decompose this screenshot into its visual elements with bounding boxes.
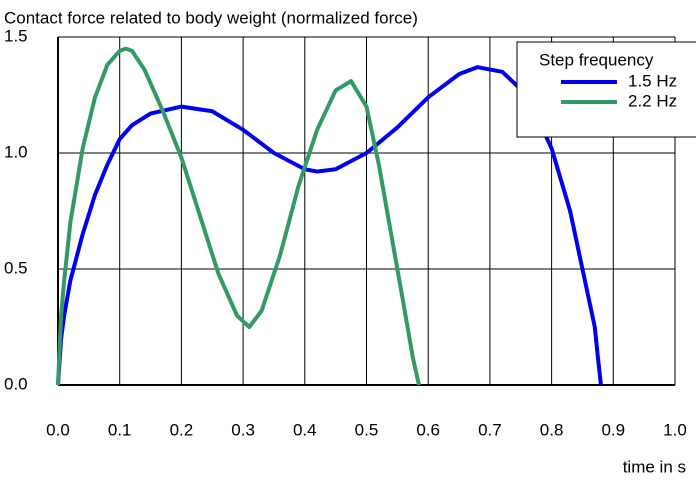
x-tick-label: 0.8 [540, 420, 564, 439]
chart-title: Contact force related to body weight (no… [4, 8, 418, 27]
x-tick-label: 0.3 [231, 420, 255, 439]
legend-title: Step frequency [539, 50, 654, 69]
x-tick-label: 0.2 [170, 420, 194, 439]
x-tick-label: 0.7 [478, 420, 502, 439]
x-tick-label: 0.4 [293, 420, 317, 439]
x-tick-label: 0.6 [416, 420, 440, 439]
x-tick-label: 1.0 [663, 420, 687, 439]
y-tick-label: 0.5 [4, 258, 28, 277]
x-axis-label: time in s [623, 457, 686, 476]
x-tick-label: 0.1 [108, 420, 132, 439]
y-tick-label: 0.0 [4, 374, 28, 393]
x-tick-label: 0.0 [46, 420, 70, 439]
legend-label: 2.2 Hz [628, 91, 677, 110]
x-tick-label: 0.5 [355, 420, 379, 439]
line-series [56, 46, 421, 386]
legend-label: 1.5 Hz [628, 71, 677, 90]
y-tick-label: 1.0 [4, 142, 28, 161]
line-series [56, 65, 603, 386]
y-tick-label: 1.5 [4, 26, 28, 45]
x-tick-label: 0.9 [601, 420, 625, 439]
legend-box [516, 41, 696, 138]
